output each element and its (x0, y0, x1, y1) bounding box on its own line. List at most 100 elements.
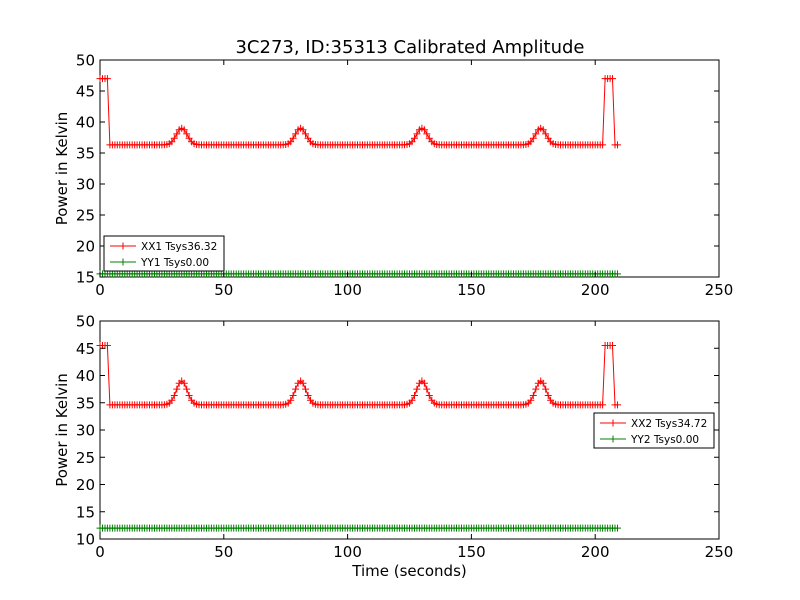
data-point (599, 401, 607, 409)
x-tick-label: 250 (705, 543, 734, 561)
x-tick-label: 200 (581, 281, 610, 299)
y-tick-label: 15 (76, 503, 95, 521)
x-tick-label: 150 (457, 281, 486, 299)
data-point (299, 379, 307, 387)
y-tick-label: 40 (76, 367, 95, 385)
x-tick-label: 100 (333, 281, 362, 299)
x-tick-label: 0 (95, 543, 105, 561)
y-tick-label: 25 (76, 207, 95, 225)
legend-entry: YY1 Tsys0.00 (110, 257, 209, 269)
data-point (299, 126, 307, 134)
data-point (173, 385, 181, 393)
data-point (180, 379, 188, 387)
legend-label: XX1 Tsys36.32 (141, 241, 217, 253)
legend-marker (119, 258, 127, 266)
y-axis-label: Power in Kelvin (53, 112, 71, 226)
data-point (302, 130, 309, 138)
data-point (289, 134, 297, 142)
data-point (544, 392, 552, 399)
data-point (185, 392, 193, 399)
legend-marker (609, 435, 617, 443)
series-yy1 (96, 270, 621, 278)
legend-entry: XX1 Tsys36.32 (110, 241, 217, 253)
y-axis-label: Power in Kelvin (53, 373, 71, 487)
top-panel: 0 50 100 150 200 250 15 20 25 30 35 40 45 50 Power in … (53, 52, 733, 300)
data-point (614, 141, 621, 149)
series-xx1 (96, 75, 621, 149)
x-tick-label: 200 (581, 543, 610, 561)
legend-entry: YY2 Tsys0.00 (600, 434, 699, 446)
y-tick-label: 50 (76, 313, 95, 331)
data-point (425, 392, 433, 399)
legend-entry: XX2 Tsys34.72 (600, 418, 707, 430)
data-point (183, 385, 191, 393)
x-tick-label: 250 (705, 281, 734, 299)
legend-label: YY1 Tsys0.00 (140, 257, 209, 269)
y-tick-label: 35 (76, 394, 95, 412)
data-point (170, 134, 178, 142)
data-point (609, 75, 616, 83)
data-point (539, 126, 547, 134)
y-tick-label: 15 (76, 269, 95, 287)
data-point (411, 134, 418, 142)
data-point (614, 270, 621, 278)
x-tick-label: 50 (214, 281, 233, 299)
data-point (292, 385, 300, 393)
x-axis-label: Time (seconds) (351, 562, 467, 580)
legend: XX1 Tsys36.32 YY1 Tsys0.00 (103, 235, 225, 272)
data-point (614, 524, 621, 532)
y-tick-label: 25 (76, 449, 95, 467)
data-point (529, 134, 537, 142)
data-point (423, 385, 431, 393)
data-point (413, 130, 421, 138)
data-point (420, 379, 428, 387)
data-point (527, 396, 535, 404)
data-point (180, 126, 188, 134)
legend-label: YY2 Tsys0.00 (630, 434, 699, 446)
legend: XX2 Tsys34.72 YY2 Tsys0.00 (593, 412, 715, 449)
legend-marker (119, 242, 127, 250)
x-tick-label: 100 (333, 543, 362, 561)
bottom-panel: 0 50 100 150 200 250 10 15 20 25 30 35 40 45 50 Power i… (53, 313, 733, 581)
legend-marker (609, 419, 617, 427)
data-point (170, 392, 178, 399)
y-tick-label: 30 (76, 422, 95, 440)
y-tick-label: 30 (76, 176, 95, 194)
y-tick-label: 10 (76, 531, 95, 549)
y-tick-label: 20 (76, 476, 95, 494)
data-point (532, 385, 540, 393)
legend-label: XX2 Tsys34.72 (631, 418, 707, 430)
data-point (423, 130, 431, 138)
data-point (614, 401, 621, 409)
data-point (287, 396, 295, 404)
x-tick-label: 150 (457, 543, 486, 561)
chart-title: 3C273, ID:35313 Calibrated Amplitude (235, 37, 584, 58)
y-tick-label: 50 (76, 52, 95, 70)
y-tick-label: 40 (76, 114, 95, 132)
series-xx2 (96, 342, 621, 409)
data-point (539, 379, 547, 387)
data-point (302, 385, 309, 393)
data-point (292, 130, 300, 138)
x-tick-label: 0 (95, 281, 105, 299)
data-point (542, 385, 550, 393)
data-point (609, 342, 616, 349)
series-yy2 (96, 524, 621, 532)
data-point (168, 396, 176, 404)
data-point (103, 75, 111, 83)
y-tick-label: 45 (76, 340, 95, 358)
data-point (304, 392, 312, 399)
data-point (183, 130, 191, 138)
data-point (532, 130, 540, 138)
y-tick-label: 20 (76, 238, 95, 256)
data-point (289, 392, 297, 399)
y-tick-label: 45 (76, 83, 95, 101)
data-point (411, 392, 418, 399)
data-point (599, 141, 607, 149)
data-point (529, 392, 537, 399)
data-point (420, 126, 428, 134)
data-point (542, 130, 550, 138)
data-point (173, 130, 181, 138)
